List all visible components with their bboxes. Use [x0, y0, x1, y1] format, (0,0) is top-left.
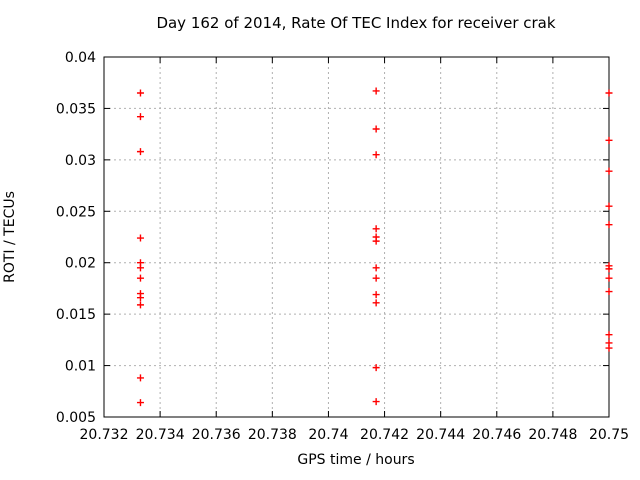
y-tick-label: 0.015: [56, 307, 96, 323]
data-points: [136, 87, 613, 407]
data-point-marker: [605, 331, 613, 339]
y-tick-label: 0.02: [65, 256, 96, 272]
data-point-marker: [605, 89, 613, 97]
data-point-marker: [372, 274, 380, 282]
data-point-marker: [605, 288, 613, 296]
data-point-marker: [372, 398, 380, 406]
data-point-marker: [605, 265, 613, 273]
data-point-marker: [136, 301, 144, 309]
x-tick-label: 20.742: [360, 427, 409, 443]
data-point-marker: [136, 113, 144, 121]
x-tick-label: 20.734: [136, 427, 185, 443]
data-point-marker: [605, 274, 613, 282]
y-tick-label: 0.035: [56, 101, 96, 117]
x-tick-label: 20.746: [472, 427, 521, 443]
data-point-marker: [136, 274, 144, 282]
y-tick-label: 0.04: [65, 50, 96, 66]
x-tick-label: 20.732: [80, 427, 129, 443]
chart-title: Day 162 of 2014, Rate Of TEC Index for r…: [156, 14, 555, 32]
axis-tick-marks: [103, 56, 610, 418]
data-point-marker: [372, 299, 380, 307]
y-axis-label: ROTI / TECUs: [2, 191, 18, 283]
data-point-marker: [605, 136, 613, 144]
data-point-marker: [605, 167, 613, 175]
x-tick-label: 20.744: [416, 427, 465, 443]
data-point-marker: [372, 151, 380, 159]
data-point-marker: [372, 87, 380, 95]
y-tick-label: 0.01: [65, 359, 96, 375]
data-point-marker: [372, 237, 380, 245]
x-tick-label: 20.75: [589, 427, 629, 443]
data-point-marker: [605, 202, 613, 210]
y-tick-label: 0.005: [56, 410, 96, 426]
x-tick-label: 20.748: [528, 427, 577, 443]
data-point-marker: [372, 125, 380, 133]
x-tick-label: 20.736: [192, 427, 241, 443]
data-point-marker: [136, 374, 144, 382]
data-point-marker: [605, 221, 613, 229]
gridlines: [104, 57, 609, 417]
x-tick-label: 20.74: [308, 427, 348, 443]
x-tick-label: 20.738: [248, 427, 297, 443]
y-tick-label: 0.03: [65, 153, 96, 169]
data-point-marker: [372, 264, 380, 272]
y-tick-labels: 0.005 0.01 0.015 0.02 0.025 0.03 0.035 0.04: [56, 50, 96, 426]
data-point-marker: [136, 234, 144, 242]
data-point-marker: [372, 225, 380, 233]
data-point-marker: [136, 89, 144, 97]
data-point-marker: [136, 148, 144, 156]
data-point-marker: [136, 399, 144, 407]
x-axis-label: GPS time / hours: [297, 452, 414, 468]
data-point-marker: [372, 291, 380, 299]
plot-border: [103, 56, 610, 418]
data-point-marker: [136, 264, 144, 272]
x-tick-labels: 20.732 20.734 20.736 20.738 20.74 20.742 20.74…: [80, 427, 630, 443]
data-point-marker: [136, 294, 144, 302]
data-point-marker: [372, 364, 380, 372]
y-tick-label: 0.025: [56, 204, 96, 220]
data-point-marker: [605, 344, 613, 352]
